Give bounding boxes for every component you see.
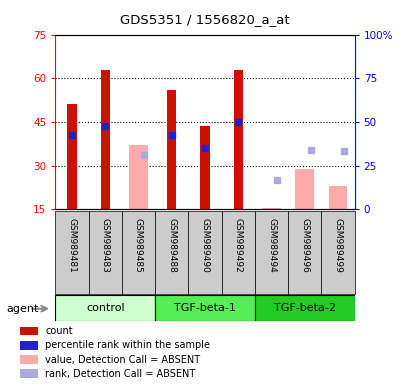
FancyBboxPatch shape bbox=[88, 211, 121, 294]
Text: GSM989485: GSM989485 bbox=[134, 218, 143, 273]
FancyBboxPatch shape bbox=[155, 295, 254, 321]
Text: TGF-beta-2: TGF-beta-2 bbox=[273, 303, 335, 313]
Text: GSM989496: GSM989496 bbox=[299, 218, 308, 273]
Text: GDS5351 / 1556820_a_at: GDS5351 / 1556820_a_at bbox=[120, 13, 289, 26]
Text: GSM989490: GSM989490 bbox=[200, 218, 209, 273]
FancyBboxPatch shape bbox=[155, 211, 188, 294]
FancyBboxPatch shape bbox=[254, 211, 288, 294]
Text: agent: agent bbox=[6, 304, 38, 314]
FancyBboxPatch shape bbox=[121, 211, 155, 294]
Text: TGF-beta-1: TGF-beta-1 bbox=[174, 303, 235, 313]
Bar bbox=[20, 369, 38, 378]
Text: percentile rank within the sample: percentile rank within the sample bbox=[45, 341, 210, 351]
Text: GSM989481: GSM989481 bbox=[67, 218, 76, 273]
Text: rank, Detection Call = ABSENT: rank, Detection Call = ABSENT bbox=[45, 369, 195, 379]
Text: GSM989488: GSM989488 bbox=[167, 218, 176, 273]
Bar bbox=[233, 70, 242, 209]
FancyBboxPatch shape bbox=[55, 295, 155, 321]
Text: count: count bbox=[45, 326, 73, 336]
Text: GSM989494: GSM989494 bbox=[266, 218, 275, 273]
Text: control: control bbox=[86, 303, 124, 313]
Bar bbox=[20, 355, 38, 364]
Bar bbox=[100, 70, 110, 209]
Bar bbox=[167, 90, 176, 209]
Bar bbox=[295, 169, 313, 209]
FancyBboxPatch shape bbox=[254, 295, 354, 321]
FancyBboxPatch shape bbox=[188, 211, 221, 294]
Bar bbox=[20, 341, 38, 350]
Text: value, Detection Call = ABSENT: value, Detection Call = ABSENT bbox=[45, 355, 200, 365]
Bar bbox=[67, 104, 76, 209]
Bar bbox=[129, 145, 147, 209]
Text: GSM989499: GSM989499 bbox=[333, 218, 342, 273]
FancyBboxPatch shape bbox=[55, 211, 88, 294]
FancyBboxPatch shape bbox=[221, 211, 254, 294]
Bar bbox=[200, 126, 209, 209]
Bar bbox=[20, 327, 38, 336]
Bar bbox=[328, 186, 346, 209]
Text: GSM989492: GSM989492 bbox=[233, 218, 242, 273]
FancyBboxPatch shape bbox=[288, 211, 321, 294]
Text: GSM989483: GSM989483 bbox=[101, 218, 110, 273]
FancyBboxPatch shape bbox=[321, 211, 354, 294]
